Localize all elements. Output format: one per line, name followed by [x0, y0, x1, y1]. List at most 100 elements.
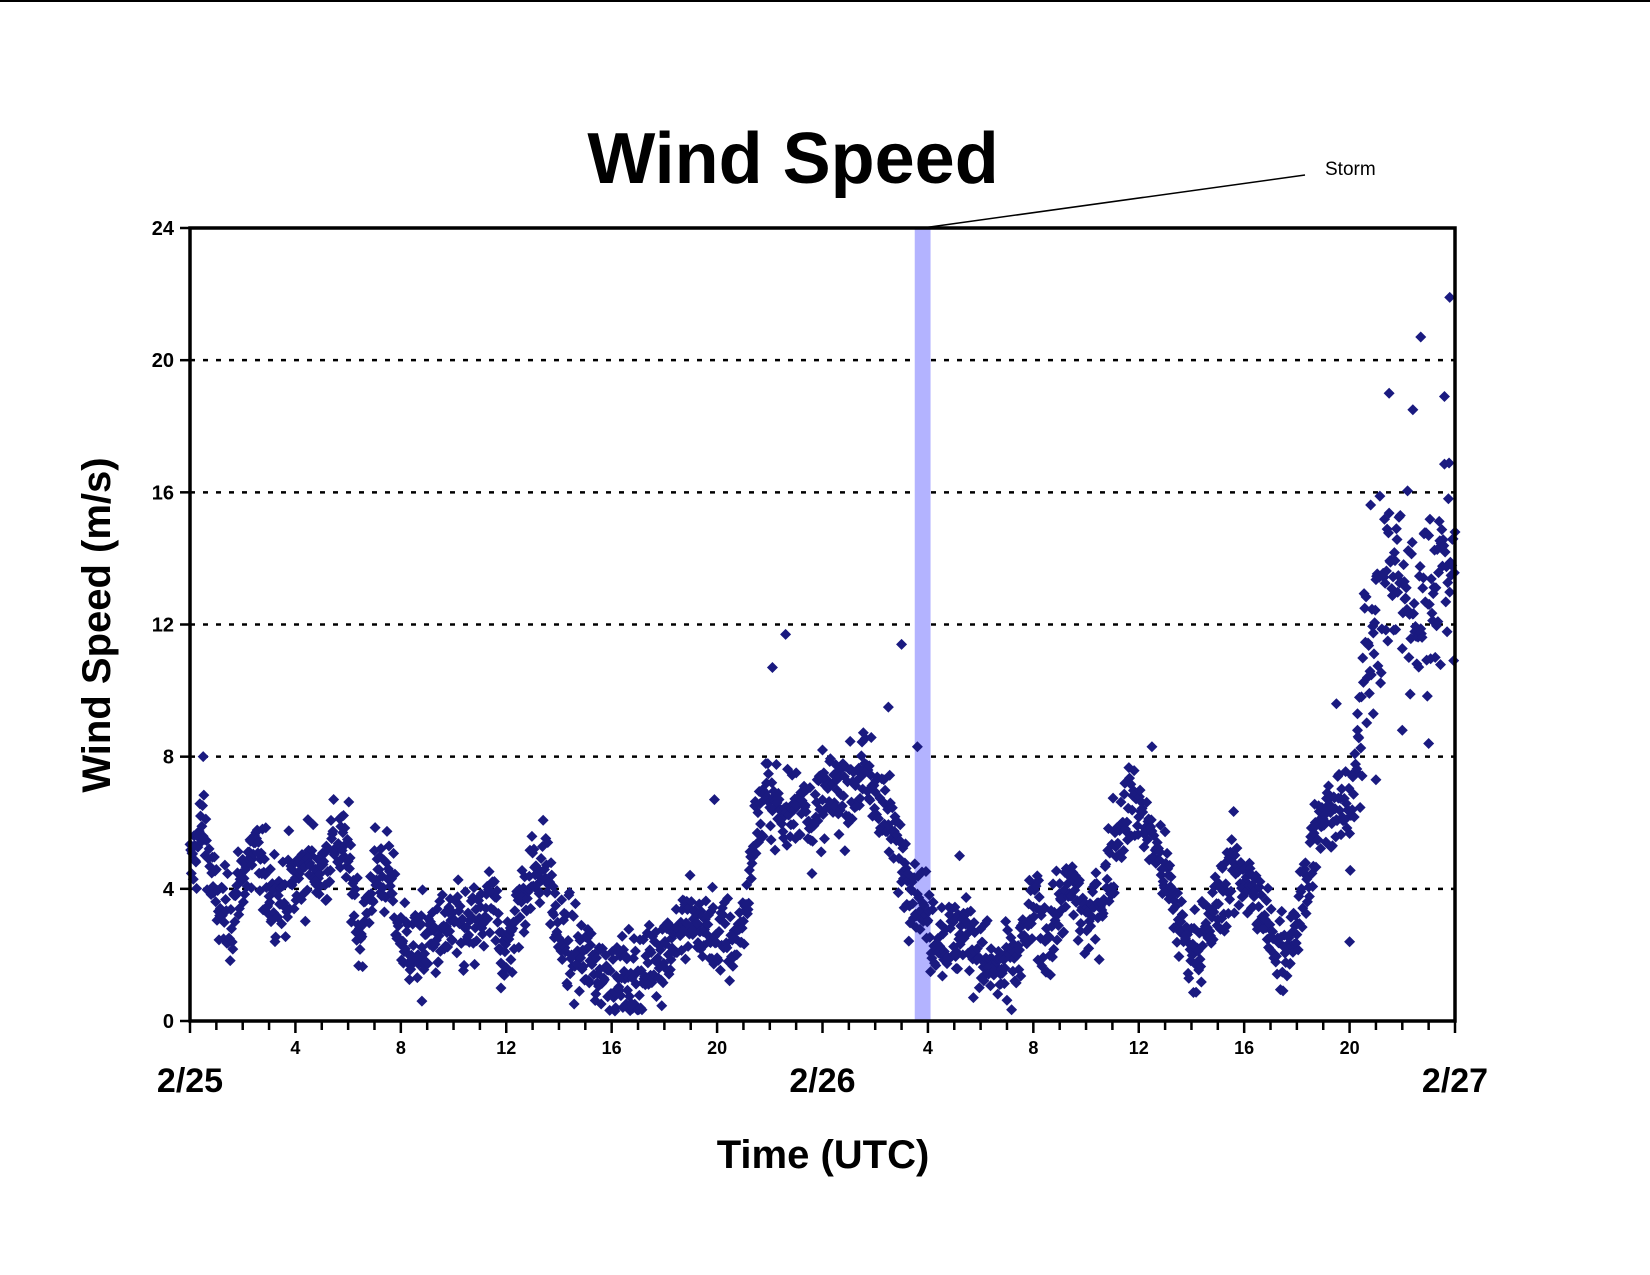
data-point — [416, 995, 428, 1007]
y-tick-label-16: 16 — [152, 482, 174, 504]
date-label: 2/26 — [789, 1062, 855, 1100]
data-point — [477, 928, 489, 940]
data-point — [1436, 524, 1448, 536]
data-point — [977, 937, 989, 949]
data-point — [537, 814, 549, 826]
data-point — [781, 839, 793, 851]
data-point — [764, 820, 776, 832]
data-point — [894, 819, 906, 831]
data-point — [1074, 925, 1086, 937]
data-point — [452, 874, 464, 886]
x-hour-label: 4 — [290, 1038, 300, 1058]
data-point — [1417, 582, 1429, 594]
data-point — [583, 977, 595, 989]
data-point — [636, 1004, 648, 1016]
data-point — [306, 845, 318, 857]
data-point — [1404, 688, 1416, 700]
data-point — [1226, 834, 1238, 846]
data-point — [459, 886, 471, 898]
data-point — [1097, 907, 1109, 919]
data-point — [422, 958, 434, 970]
data-point — [1416, 631, 1428, 643]
data-point — [706, 881, 718, 893]
data-point — [839, 845, 851, 857]
data-point — [401, 926, 413, 938]
data-point — [1382, 635, 1394, 647]
data-point — [853, 799, 865, 811]
data-point — [757, 830, 769, 842]
data-point — [1396, 724, 1408, 736]
data-point — [664, 964, 676, 976]
data-point — [1195, 961, 1207, 973]
x-hour-label: 12 — [496, 1038, 516, 1058]
data-point — [276, 918, 288, 930]
data-point — [1299, 863, 1311, 875]
data-point — [1390, 523, 1402, 535]
data-point — [882, 701, 894, 713]
data-point — [264, 863, 276, 875]
data-point — [567, 910, 579, 922]
data-point — [799, 799, 811, 811]
data-point — [1134, 784, 1146, 796]
data-point — [712, 954, 724, 966]
data-point — [621, 953, 633, 965]
data-point — [1277, 985, 1289, 997]
data-point — [1375, 677, 1387, 689]
data-point — [1357, 652, 1369, 664]
data-point — [1299, 857, 1311, 869]
data-point — [483, 866, 495, 878]
data-point — [896, 638, 908, 650]
data-point — [967, 992, 979, 1004]
data-point — [702, 919, 714, 931]
data-point — [1033, 891, 1045, 903]
data-point — [623, 923, 635, 935]
data-point — [633, 989, 645, 1001]
data-point — [492, 916, 504, 928]
data-point — [411, 972, 423, 984]
x-hour-label: 8 — [396, 1038, 406, 1058]
data-point — [788, 818, 800, 830]
data-point — [630, 978, 642, 990]
data-point — [1172, 887, 1184, 899]
data-point — [1010, 977, 1022, 989]
data-point — [873, 813, 885, 825]
data-point — [1363, 687, 1375, 699]
data-point — [936, 902, 948, 914]
data-point — [595, 998, 607, 1010]
data-point — [1348, 788, 1360, 800]
data-point — [200, 834, 212, 846]
data-point — [838, 790, 850, 802]
data-point — [1375, 667, 1387, 679]
data-point — [773, 793, 785, 805]
data-point — [963, 965, 975, 977]
data-point — [1121, 816, 1133, 828]
data-point — [833, 828, 845, 840]
data-point — [1281, 970, 1293, 982]
data-point — [327, 825, 339, 837]
data-point — [985, 980, 997, 992]
data-point — [367, 896, 379, 908]
data-point — [573, 985, 585, 997]
chart-title: Wind Speed — [587, 119, 998, 199]
data-point — [1315, 843, 1327, 855]
data-point — [301, 884, 313, 896]
data-point — [790, 767, 802, 779]
data-point — [1310, 861, 1322, 873]
data-point — [1207, 934, 1219, 946]
data-point — [210, 896, 222, 908]
data-point — [549, 887, 561, 899]
y-axis: 0 4 8 12 16 20 24 — [152, 218, 190, 1033]
data-point — [457, 914, 469, 926]
data-point — [1112, 838, 1124, 850]
data-point — [198, 789, 210, 801]
data-point — [1392, 586, 1404, 598]
y-tick-label-20: 20 — [152, 350, 174, 372]
data-point — [708, 794, 720, 806]
data-point — [1047, 878, 1059, 890]
data-point — [750, 847, 762, 859]
data-point — [1118, 844, 1130, 856]
data-point — [679, 953, 691, 965]
x-hour-label: 8 — [1028, 1038, 1038, 1058]
data-point — [381, 825, 393, 837]
x-hour-label: 16 — [1234, 1038, 1254, 1058]
